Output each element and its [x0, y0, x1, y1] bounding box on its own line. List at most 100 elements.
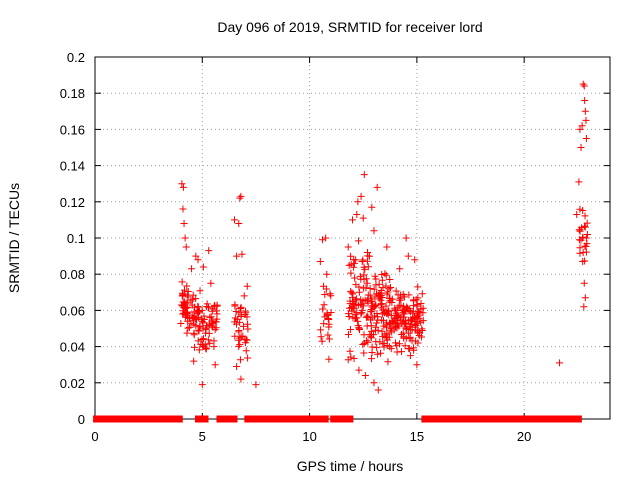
data-point	[198, 381, 206, 389]
data-point	[180, 220, 188, 228]
x-tick-label: 10	[302, 429, 316, 444]
data-point	[404, 252, 412, 260]
y-tick-label: 0	[78, 412, 85, 427]
data-point	[413, 302, 421, 310]
data-point	[581, 107, 589, 115]
data-point	[318, 337, 326, 345]
data-point	[374, 316, 382, 324]
data-point	[327, 309, 335, 317]
data-point	[359, 214, 367, 222]
data-point	[578, 122, 586, 130]
data-point	[411, 318, 419, 326]
data-point	[356, 272, 364, 280]
data-point	[398, 320, 406, 328]
data-point	[344, 356, 352, 364]
data-point	[368, 307, 376, 315]
data-point	[200, 315, 208, 323]
data-point	[368, 355, 376, 363]
data-point	[209, 317, 217, 325]
data-point	[236, 304, 244, 312]
data-point	[322, 285, 330, 293]
data-point	[418, 290, 426, 298]
data-point	[580, 82, 588, 90]
data-point	[405, 345, 413, 353]
data-point	[387, 345, 395, 353]
data-point	[189, 291, 197, 299]
zero-value-run	[244, 415, 320, 423]
data-point	[198, 341, 206, 349]
data-point	[233, 363, 241, 371]
data-point	[213, 302, 221, 310]
data-point	[405, 305, 413, 313]
data-point	[206, 339, 214, 347]
data-point	[231, 332, 239, 340]
data-point	[231, 301, 239, 309]
data-point	[583, 219, 591, 227]
data-point	[377, 300, 385, 308]
data-point	[206, 313, 214, 321]
data-point	[383, 243, 391, 251]
y-tick-label: 0.16	[60, 122, 85, 137]
data-point	[406, 322, 414, 330]
data-point	[378, 271, 386, 279]
data-point	[320, 320, 328, 328]
data-point	[367, 327, 375, 335]
data-point	[184, 324, 192, 332]
data-point	[241, 339, 249, 347]
data-point	[185, 323, 193, 331]
data-point	[581, 257, 589, 265]
data-point	[413, 361, 421, 369]
data-point	[323, 310, 331, 318]
data-point	[200, 343, 208, 351]
data-point	[389, 316, 397, 324]
data-point	[182, 243, 190, 251]
data-point	[189, 314, 197, 322]
data-point	[177, 320, 185, 328]
data-point	[355, 237, 363, 245]
data-point	[358, 300, 366, 308]
data-point	[364, 263, 372, 271]
data-point	[184, 293, 192, 301]
data-point	[233, 252, 241, 260]
data-point	[368, 348, 376, 356]
data-point	[364, 248, 372, 256]
data-point	[325, 355, 333, 363]
zero-value-run	[421, 415, 582, 423]
data-point	[384, 358, 392, 366]
data-point	[196, 307, 204, 315]
data-point	[205, 304, 213, 312]
zero-value-run	[316, 415, 329, 423]
data-point	[398, 348, 406, 356]
data-point	[207, 279, 215, 287]
data-point	[353, 210, 361, 218]
data-point	[236, 194, 244, 202]
data-point	[323, 270, 331, 278]
data-point	[353, 309, 361, 317]
data-point	[351, 274, 359, 282]
data-point	[582, 134, 590, 142]
data-point	[360, 171, 368, 179]
data-point	[345, 261, 353, 269]
data-point	[383, 329, 391, 337]
data-point	[379, 284, 387, 292]
y-tick-label: 0.2	[67, 50, 85, 65]
data-point	[179, 291, 187, 299]
data-point	[414, 327, 422, 335]
data-point	[370, 312, 378, 320]
data-point	[392, 287, 400, 295]
data-point	[367, 334, 375, 342]
data-point	[177, 301, 185, 309]
data-point	[210, 343, 218, 351]
y-tick-label: 0.02	[60, 376, 85, 391]
data-point	[211, 326, 219, 334]
data-point	[204, 336, 212, 344]
data-point	[322, 234, 330, 242]
data-point	[373, 183, 381, 191]
data-point	[370, 227, 378, 235]
y-tick-label: 0.14	[60, 159, 85, 174]
data-point	[190, 357, 198, 365]
data-point	[203, 300, 211, 308]
data-point	[400, 302, 408, 310]
data-point	[355, 325, 363, 333]
data-point	[237, 303, 245, 311]
